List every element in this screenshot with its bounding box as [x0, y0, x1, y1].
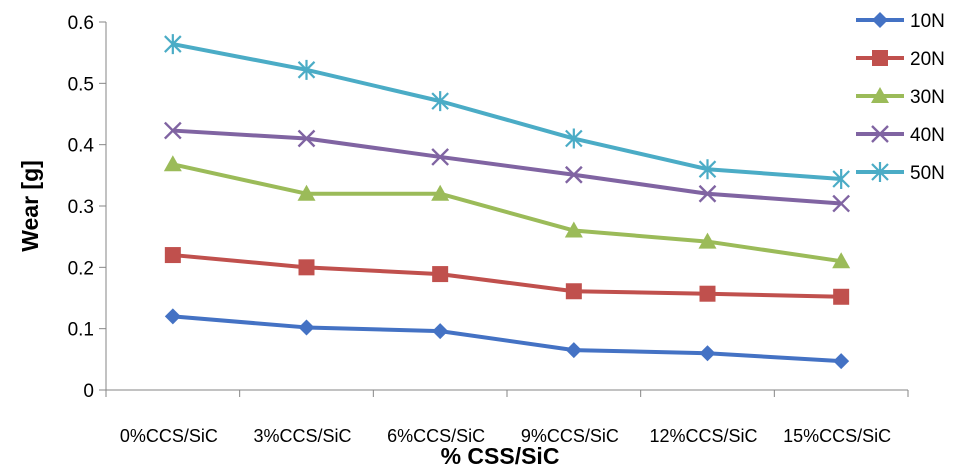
data-point [832, 252, 851, 269]
data-point [699, 285, 716, 302]
legend-item: 10N [856, 11, 945, 32]
series-line [172, 162, 842, 264]
y-tick-label: 0.6 [68, 13, 94, 34]
data-point [298, 259, 315, 276]
axes: 0 0.1 0.2 0.3 0.4 0.5 0.6 0%CCS/SiC 3%CCS/SiC 6%C… [68, 13, 909, 446]
data-point [833, 353, 850, 370]
legend-marker [871, 162, 889, 182]
data-point [163, 121, 182, 140]
data-point [564, 165, 583, 184]
series-line [172, 253, 842, 299]
series-line [172, 314, 842, 364]
data-point [832, 169, 850, 190]
series-40N [163, 121, 851, 213]
legend-item: 50N [856, 162, 945, 184]
data-point [698, 159, 717, 180]
legend-label: 40N [910, 125, 945, 146]
data-point [431, 91, 449, 112]
legend-item: 30N [856, 87, 945, 108]
x-tick-label: 6%CCS/SiC [387, 426, 485, 446]
legend-label: 50N [910, 163, 945, 184]
data-point [565, 128, 583, 149]
legend-marker [871, 87, 889, 103]
legend-label: 10N [910, 11, 945, 32]
data-point [833, 288, 850, 305]
data-point [164, 34, 182, 55]
x-tick-label: 15%CCS/SiC [783, 426, 891, 446]
legend-item: 40N [856, 125, 945, 146]
data-point [432, 323, 449, 340]
data-point [297, 129, 316, 148]
legend-marker [872, 12, 888, 28]
data-point [164, 308, 181, 325]
legend: 10N 20N 30N 40N 50N [856, 11, 945, 184]
x-tick-label: 3%CCS/SiC [253, 426, 351, 446]
x-axis-title: % CSS/SiC [441, 443, 560, 469]
data-point [431, 148, 450, 166]
y-tick-label: 0.5 [68, 74, 94, 95]
data-point [431, 184, 450, 201]
data-point [565, 283, 582, 300]
data-point [164, 247, 181, 264]
data-point [297, 184, 316, 201]
series-20N [164, 247, 850, 305]
y-tick-label: 0.3 [68, 197, 94, 218]
legend-marker [871, 125, 889, 143]
series-line [172, 128, 842, 206]
y-tick-label: 0 [83, 381, 94, 402]
data-point [297, 59, 316, 80]
legend-item: 20N [856, 49, 945, 70]
series-30N [163, 155, 851, 269]
data-point [698, 184, 717, 203]
legend-marker [872, 50, 888, 66]
y-tick-label: 0.4 [68, 136, 95, 157]
data-point [832, 194, 851, 213]
data-point [163, 155, 182, 172]
series-layer [163, 34, 851, 370]
data-point [699, 345, 716, 362]
y-axis-title: Wear [g] [17, 160, 43, 252]
series-10N [164, 308, 850, 370]
data-point [298, 319, 315, 336]
data-point [565, 342, 582, 359]
y-tick-label: 0.2 [68, 258, 94, 279]
x-tick-label: 12%CCS/SiC [649, 426, 757, 446]
series-50N [164, 34, 850, 190]
x-tick-label: 0%CCS/SiC [120, 426, 218, 446]
data-point [432, 266, 449, 283]
series-line [172, 42, 842, 182]
legend-label: 30N [910, 87, 945, 108]
data-point [564, 221, 583, 238]
y-tick-label: 0.1 [68, 320, 94, 341]
legend-label: 20N [910, 49, 945, 70]
data-point [698, 232, 717, 249]
x-tick-label: 9%CCS/SiC [521, 426, 619, 446]
